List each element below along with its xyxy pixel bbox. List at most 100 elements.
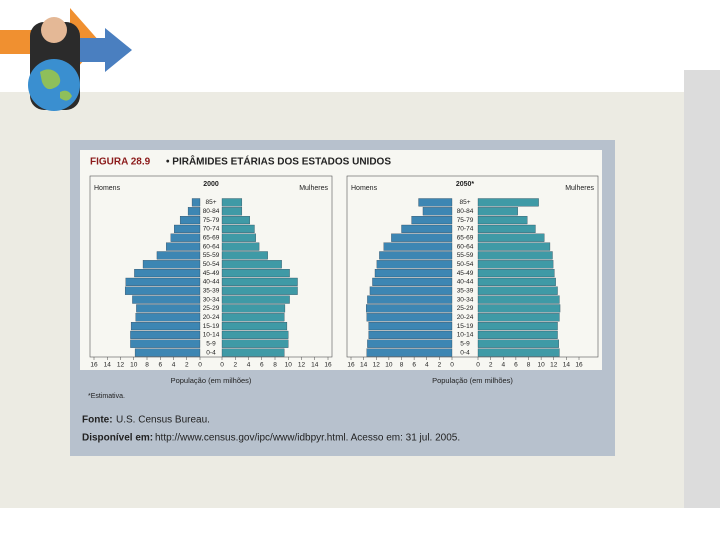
x-tick-label: 2 <box>233 362 237 369</box>
bar-female <box>477 216 528 225</box>
bar-female <box>477 260 554 269</box>
bar-female <box>477 198 539 207</box>
source: U.S. Census Bureau. <box>116 415 210 426</box>
age-label: 25-29 <box>203 305 220 312</box>
age-label: 80-84 <box>457 208 474 215</box>
bar-male <box>135 313 201 322</box>
age-label: 75-79 <box>457 217 474 224</box>
age-label: 30-34 <box>203 296 220 303</box>
x-tick-label: 4 <box>247 362 251 369</box>
x-tick-label: 2 <box>489 362 493 369</box>
bar-male <box>134 269 201 278</box>
bar-male <box>372 277 453 286</box>
age-label: 35-39 <box>457 287 474 294</box>
bar-male <box>130 330 201 339</box>
bar-male <box>411 216 453 225</box>
bar-male <box>191 198 201 207</box>
age-label: 40-44 <box>203 279 220 286</box>
bar-male <box>374 269 453 278</box>
available-label: Disponível em: <box>82 433 153 444</box>
age-label: 15-19 <box>457 323 474 330</box>
bar-male <box>174 224 201 233</box>
legend-right: Mulheres <box>299 185 328 192</box>
age-label: 15-19 <box>203 323 220 330</box>
plot-frame <box>89 175 333 358</box>
age-label: 10-14 <box>457 332 474 339</box>
legend-left: Homens <box>351 185 378 192</box>
age-label: 40-44 <box>457 279 474 286</box>
plot-frame <box>346 175 599 358</box>
age-label: 85+ <box>205 199 216 206</box>
bar-male <box>376 260 453 269</box>
age-label: 30-34 <box>457 296 474 303</box>
age-label: 10-14 <box>203 332 220 339</box>
bar-female <box>221 198 243 207</box>
globe-land <box>40 69 72 101</box>
bar-male <box>366 313 453 322</box>
bar-female <box>221 224 255 233</box>
bar-male <box>130 339 201 348</box>
available: http://www.census.gov/ipc/www/idbpyr.htm… <box>155 433 460 444</box>
age-label: 55-59 <box>457 252 474 259</box>
age-label: 5-9 <box>460 340 470 347</box>
bar-female <box>477 339 559 348</box>
age-label: 50-54 <box>457 261 474 268</box>
x-tick-label: 10 <box>130 362 138 369</box>
x-tick-label: 0 <box>476 362 480 369</box>
bar-female <box>221 348 285 357</box>
legend-right: Mulheres <box>565 185 594 192</box>
x-tick-label: 16 <box>347 362 355 369</box>
age-label: 50-54 <box>203 261 220 268</box>
bar-female <box>477 269 555 278</box>
bar-male <box>379 251 453 260</box>
bar-male <box>187 207 201 216</box>
bar-male <box>422 207 453 216</box>
bar-female <box>477 304 561 313</box>
bar-female <box>477 286 558 295</box>
age-label: 60-64 <box>203 243 220 250</box>
x-tick-label: 0 <box>198 362 202 369</box>
bar-male <box>156 251 201 260</box>
bar-female <box>221 313 285 322</box>
age-label: 70-74 <box>457 226 474 233</box>
bar-female <box>477 295 560 304</box>
age-label: 35-39 <box>203 287 220 294</box>
age-label: 20-24 <box>457 314 474 321</box>
bar-female <box>477 251 553 260</box>
age-label: 55-59 <box>203 252 220 259</box>
age-label: 25-29 <box>457 305 474 312</box>
x-tick-label: 14 <box>563 362 571 369</box>
x-tick-label: 0 <box>450 362 454 369</box>
age-label: 85+ <box>459 199 470 206</box>
x-tick-label: 8 <box>527 362 531 369</box>
x-tick-label: 6 <box>514 362 518 369</box>
bar-female <box>477 224 536 233</box>
x-tick-label: 6 <box>260 362 264 369</box>
age-label: 45-49 <box>203 270 220 277</box>
bar-female <box>477 330 558 339</box>
bar-female <box>477 242 551 251</box>
x-tick-label: 14 <box>360 362 368 369</box>
bar-male <box>391 233 453 242</box>
bar-male <box>365 304 453 313</box>
age-label: 0-4 <box>206 349 216 356</box>
x-tick-label: 12 <box>298 362 306 369</box>
age-label: 0-4 <box>460 349 470 356</box>
bar-female <box>221 207 243 216</box>
bar-female <box>477 233 545 242</box>
side-band <box>684 70 720 508</box>
bar-male <box>418 198 453 207</box>
bar-male <box>367 295 453 304</box>
x-tick-label: 8 <box>400 362 404 369</box>
source-label: Fonte: <box>82 415 113 426</box>
bar-female <box>221 304 286 313</box>
legend-left: Homens <box>94 185 121 192</box>
age-label: 20-24 <box>203 314 220 321</box>
bar-female <box>221 330 289 339</box>
bar-female <box>221 339 289 348</box>
note: *Estimativa. <box>88 393 125 400</box>
x-tick-label: 12 <box>117 362 125 369</box>
x-tick-label: 14 <box>104 362 112 369</box>
bar-female <box>221 233 256 242</box>
bar-female <box>477 322 558 331</box>
